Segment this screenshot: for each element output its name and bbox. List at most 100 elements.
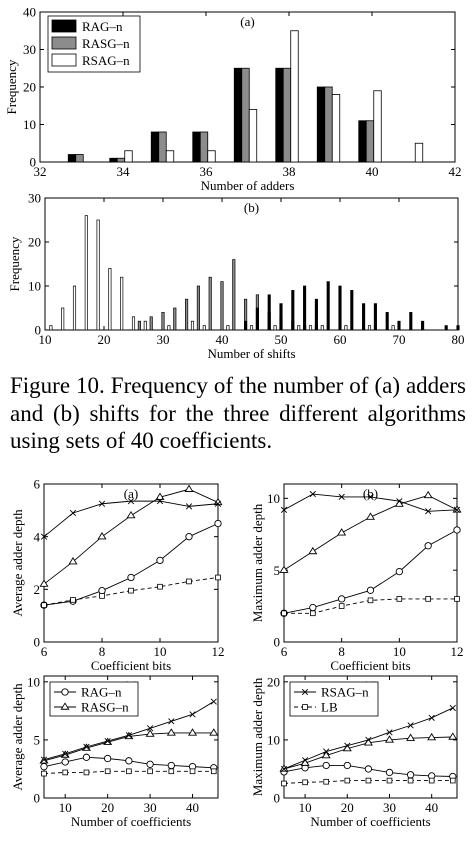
bar bbox=[275, 67, 284, 163]
x-tick-label: 36 bbox=[200, 164, 214, 179]
marker-x bbox=[344, 742, 351, 749]
marker-circle bbox=[214, 519, 222, 528]
y-tick-label: 10 bbox=[27, 674, 40, 689]
y-tick-label: 10 bbox=[28, 279, 41, 294]
x-tick-label: 38 bbox=[283, 164, 296, 179]
marker-circle bbox=[424, 542, 432, 550]
legend-label: RAG–n bbox=[81, 685, 122, 700]
bar bbox=[108, 268, 112, 331]
y-tick-label: 10 bbox=[267, 733, 280, 748]
marker-triangle bbox=[209, 728, 219, 736]
bar bbox=[373, 90, 382, 163]
marker-circle bbox=[40, 762, 48, 771]
marker-square bbox=[215, 574, 221, 581]
marker-triangle bbox=[155, 492, 165, 500]
panel-label: (b) bbox=[363, 486, 378, 501]
marker-square bbox=[41, 602, 47, 608]
bar bbox=[226, 325, 230, 331]
marker-triangle bbox=[60, 702, 70, 710]
y-tick-label: 5 bbox=[34, 733, 41, 748]
x-axis-label: Number of coefficients bbox=[310, 814, 430, 829]
marker-square bbox=[449, 777, 456, 784]
bar bbox=[158, 131, 167, 163]
x-tick-label: 10 bbox=[299, 800, 312, 815]
marker-x bbox=[396, 498, 403, 505]
bar bbox=[208, 276, 212, 331]
x-tick-label: 30 bbox=[383, 800, 396, 815]
x-tick-label: 20 bbox=[101, 800, 114, 815]
marker-square bbox=[425, 596, 431, 602]
legend-label: LB bbox=[321, 700, 338, 715]
marker-square bbox=[367, 597, 374, 604]
bar bbox=[414, 142, 424, 163]
marker-square bbox=[104, 768, 111, 775]
marker-x bbox=[280, 506, 288, 513]
marker-circle bbox=[104, 754, 112, 763]
bar bbox=[232, 259, 236, 331]
bar bbox=[421, 320, 425, 331]
marker-x bbox=[309, 490, 316, 498]
y-tick-label: 6 bbox=[34, 477, 41, 492]
marker-x bbox=[40, 533, 48, 540]
bar bbox=[316, 86, 326, 163]
bar bbox=[84, 215, 88, 331]
marker-triangle bbox=[126, 510, 136, 519]
bar bbox=[207, 150, 216, 163]
marker-square bbox=[99, 593, 105, 599]
bar bbox=[397, 320, 401, 331]
marker-square bbox=[302, 704, 308, 710]
marker-square bbox=[386, 777, 393, 784]
marker-x bbox=[125, 732, 132, 739]
bar bbox=[324, 86, 333, 163]
marker-x bbox=[83, 743, 90, 750]
x-tick-label: 32 bbox=[34, 164, 47, 179]
marker-x bbox=[214, 500, 222, 507]
y-axis-label: Frequency bbox=[7, 236, 22, 291]
marker-x bbox=[453, 506, 461, 513]
hist_a-chart: 32 34 36 38 40 42 0 10 20 30 40 (a) Number of adders… bbox=[4, 5, 462, 193]
panel-label: (b) bbox=[244, 200, 259, 215]
bar bbox=[308, 325, 313, 331]
marker-circle bbox=[453, 526, 461, 534]
x-tick-label: 20 bbox=[98, 332, 111, 347]
legend-swatch bbox=[51, 19, 77, 33]
marker-circle bbox=[127, 573, 135, 582]
marker-circle bbox=[366, 586, 375, 594]
bar bbox=[267, 294, 271, 331]
y-tick-label: 10 bbox=[267, 491, 280, 506]
bar bbox=[131, 316, 136, 331]
marker-circle bbox=[338, 595, 346, 603]
bar bbox=[367, 325, 372, 331]
x-tick-label: 40 bbox=[425, 800, 438, 815]
bar bbox=[344, 325, 348, 331]
y-axis-label: Frequency bbox=[4, 59, 19, 114]
figure-caption: Figure 10. Frequency of the number of (a… bbox=[10, 373, 466, 453]
x-tick-label: 10 bbox=[59, 800, 72, 815]
marker-triangle bbox=[68, 557, 78, 565]
y-tick-label: 0 bbox=[274, 791, 281, 806]
marker-triangle bbox=[448, 732, 458, 740]
marker-circle bbox=[364, 765, 373, 773]
bar bbox=[456, 325, 460, 331]
x-tick-label: 8 bbox=[338, 644, 345, 659]
marker-square bbox=[210, 768, 217, 775]
bar bbox=[192, 131, 201, 163]
marker-square bbox=[407, 777, 414, 784]
legend-label: RAG–n bbox=[82, 19, 123, 34]
x-tick-label: 70 bbox=[393, 332, 406, 347]
bar bbox=[116, 157, 126, 163]
bar bbox=[350, 290, 354, 331]
marker-square bbox=[281, 610, 287, 617]
y-tick-label: 0 bbox=[34, 791, 41, 806]
x-tick-label: 30 bbox=[144, 800, 157, 815]
bar bbox=[282, 67, 292, 163]
bar bbox=[365, 120, 375, 163]
bar bbox=[161, 312, 165, 331]
marker-triangle bbox=[423, 490, 433, 499]
y-tick-label: 20 bbox=[28, 235, 41, 250]
marker-x bbox=[407, 722, 414, 729]
plot-frame bbox=[283, 483, 458, 643]
